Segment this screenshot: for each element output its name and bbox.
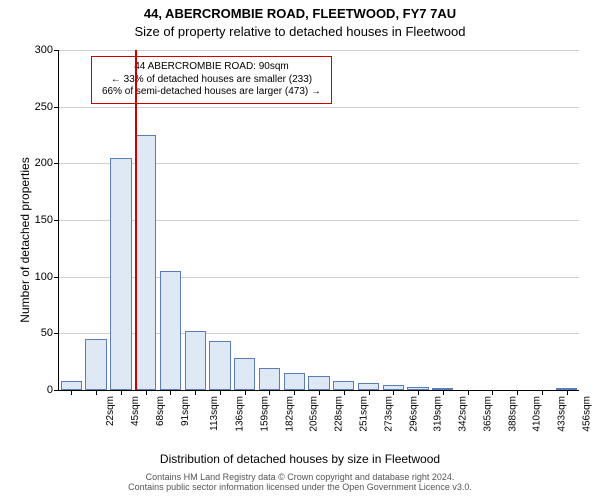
xtick-label: 388sqm [507, 396, 518, 432]
ytick-label: 250 [35, 101, 59, 113]
ytick-label: 0 [47, 384, 59, 396]
xtick-label: 91sqm [180, 396, 191, 426]
xtick-label: 433sqm [557, 396, 568, 432]
histogram-bar [259, 368, 280, 390]
ytick-label: 200 [35, 157, 59, 169]
xtick-label: 273sqm [383, 396, 394, 432]
xtick-label: 136sqm [235, 396, 246, 432]
xtick-label: 182sqm [284, 396, 295, 432]
histogram-bar [85, 339, 106, 390]
xtick-label: 159sqm [260, 396, 271, 432]
xtick-label: 68sqm [155, 396, 166, 426]
histogram-bar [61, 381, 82, 390]
histogram-plot: 44 ABERCROMBIE ROAD: 90sqm ← 33% of deta… [58, 50, 579, 391]
histogram-bar [135, 135, 156, 390]
xtick-mark [418, 390, 419, 395]
xtick-mark [269, 390, 270, 395]
x-axis-label: Distribution of detached houses by size … [0, 452, 600, 466]
xtick-label: 365sqm [482, 396, 493, 432]
xtick-mark [121, 390, 122, 395]
xtick-mark [542, 390, 543, 395]
ytick-label: 150 [35, 214, 59, 226]
xtick-mark [146, 390, 147, 395]
histogram-bar [333, 381, 354, 390]
xtick-mark [294, 390, 295, 395]
histogram-bar [358, 383, 379, 390]
xtick-mark [393, 390, 394, 395]
xtick-mark [344, 390, 345, 395]
xtick-mark [96, 390, 97, 395]
xtick-mark [319, 390, 320, 395]
xtick-label: 296sqm [408, 396, 419, 432]
histogram-bar [160, 271, 181, 390]
xtick-label: 113sqm [209, 396, 220, 431]
ytick-label: 100 [35, 271, 59, 283]
xtick-mark [220, 390, 221, 395]
xtick-label: 251sqm [359, 396, 370, 432]
xtick-label: 410sqm [532, 396, 543, 432]
xtick-label: 228sqm [334, 396, 345, 432]
xtick-mark [492, 390, 493, 395]
xtick-label: 45sqm [130, 396, 141, 426]
ytick-label: 300 [35, 44, 59, 56]
xtick-mark [245, 390, 246, 395]
xtick-mark [369, 390, 370, 395]
marker-annotation-box: 44 ABERCROMBIE ROAD: 90sqm ← 33% of deta… [91, 56, 332, 104]
xtick-mark [170, 390, 171, 395]
xtick-label: 342sqm [458, 396, 469, 432]
caption-text: Contains HM Land Registry data © Crown c… [0, 472, 600, 492]
xtick-mark [517, 390, 518, 395]
histogram-bar [185, 331, 206, 390]
xtick-mark [443, 390, 444, 395]
xtick-mark [71, 390, 72, 395]
ytick-label: 50 [41, 327, 59, 339]
xtick-mark [195, 390, 196, 395]
y-axis-label: Number of detached properties [18, 100, 32, 380]
page-subtitle: Size of property relative to detached ho… [0, 24, 600, 39]
property-marker-line [135, 50, 137, 390]
histogram-bar [284, 373, 305, 390]
histogram-bar [308, 376, 329, 390]
xtick-label: 205sqm [309, 396, 320, 432]
xtick-mark [468, 390, 469, 395]
xtick-label: 456sqm [581, 396, 592, 432]
xtick-label: 22sqm [105, 396, 116, 426]
xtick-label: 319sqm [433, 396, 444, 432]
histogram-bar [234, 358, 255, 390]
histogram-bar [110, 158, 131, 390]
histogram-bar [209, 341, 230, 390]
page-title-address: 44, ABERCROMBIE ROAD, FLEETWOOD, FY7 7AU [0, 6, 600, 21]
xtick-mark [567, 390, 568, 395]
